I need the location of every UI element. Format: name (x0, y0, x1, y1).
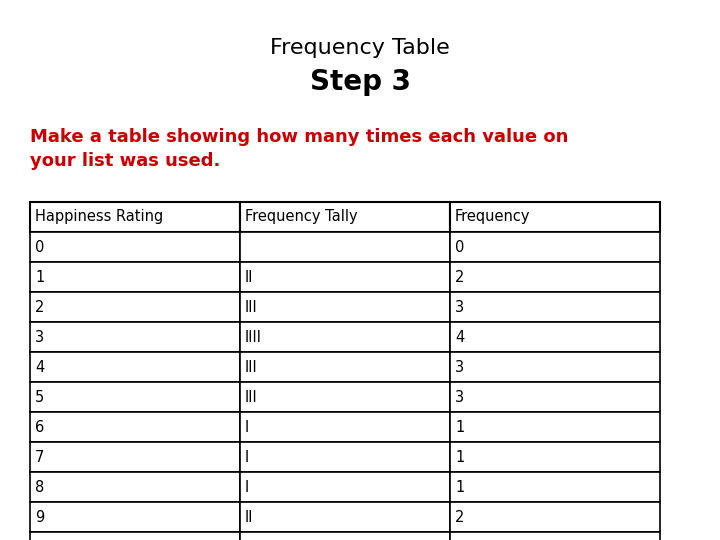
Text: 7: 7 (35, 449, 45, 464)
Text: 2: 2 (35, 300, 45, 314)
Text: Frequency Table: Frequency Table (270, 38, 450, 58)
Text: III: III (245, 300, 258, 314)
Text: I: I (245, 420, 249, 435)
Text: 1: 1 (455, 449, 464, 464)
Bar (450, 532, 660, 540)
Text: Make a table showing how many times each value on
your list was used.: Make a table showing how many times each… (30, 128, 568, 170)
Bar (240, 442, 450, 472)
Text: 8: 8 (35, 480, 44, 495)
Text: 9: 9 (35, 510, 44, 524)
Text: 5: 5 (35, 389, 44, 404)
Bar (450, 412, 660, 442)
Text: IIII: IIII (245, 329, 262, 345)
Bar (240, 232, 450, 262)
Bar (30, 322, 240, 352)
Bar (30, 292, 240, 322)
Text: 3: 3 (455, 360, 464, 375)
Text: 4: 4 (35, 360, 44, 375)
Text: Step 3: Step 3 (310, 68, 410, 96)
Text: 6: 6 (35, 420, 44, 435)
Bar (450, 232, 660, 262)
Text: 1: 1 (455, 480, 464, 495)
Bar (240, 322, 450, 352)
Bar (450, 382, 660, 412)
Bar (30, 502, 240, 532)
Text: 4: 4 (455, 329, 464, 345)
Bar (30, 352, 240, 382)
Text: 1: 1 (455, 420, 464, 435)
Text: 3: 3 (35, 329, 44, 345)
Bar (240, 352, 450, 382)
Text: II: II (245, 269, 253, 285)
Bar (30, 202, 240, 232)
Bar (450, 472, 660, 502)
Text: III: III (245, 360, 258, 375)
Text: 1: 1 (35, 269, 44, 285)
Text: Happiness Rating: Happiness Rating (35, 210, 163, 225)
Bar (30, 442, 240, 472)
Bar (450, 202, 660, 232)
Bar (30, 412, 240, 442)
Text: Frequency: Frequency (455, 210, 531, 225)
Bar (240, 292, 450, 322)
Bar (30, 472, 240, 502)
Bar (450, 262, 660, 292)
Bar (450, 322, 660, 352)
Bar (240, 382, 450, 412)
Bar (450, 292, 660, 322)
Bar (240, 532, 450, 540)
Bar (240, 502, 450, 532)
Bar (30, 532, 240, 540)
Bar (240, 472, 450, 502)
Bar (450, 442, 660, 472)
Text: 0: 0 (35, 240, 45, 254)
Text: Frequency Tally: Frequency Tally (245, 210, 358, 225)
Bar (30, 232, 240, 262)
Bar (240, 202, 450, 232)
Text: II: II (245, 510, 253, 524)
Bar (450, 502, 660, 532)
Text: I: I (245, 449, 249, 464)
Bar (30, 262, 240, 292)
Text: I: I (245, 480, 249, 495)
Text: 3: 3 (455, 389, 464, 404)
Text: III: III (245, 389, 258, 404)
Text: 2: 2 (455, 510, 464, 524)
Bar (240, 262, 450, 292)
Bar (240, 412, 450, 442)
Text: 0: 0 (455, 240, 464, 254)
Bar (450, 352, 660, 382)
Bar (30, 382, 240, 412)
Text: 2: 2 (455, 269, 464, 285)
Text: 3: 3 (455, 300, 464, 314)
